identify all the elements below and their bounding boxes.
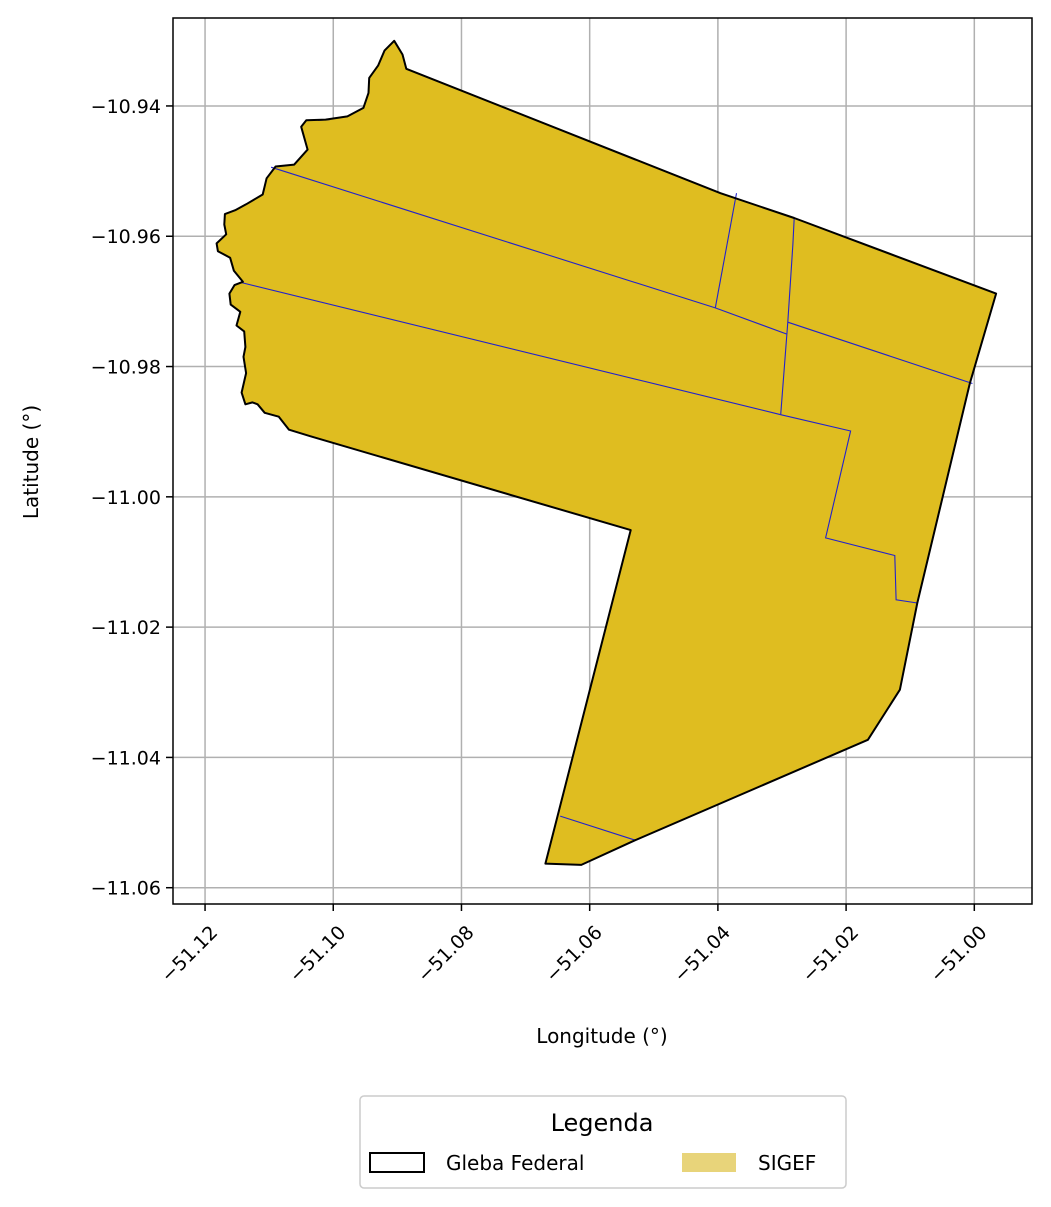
legend: Legenda Gleba Federal SIGEF — [359, 1095, 847, 1189]
gleba-federal-outline — [215, 39, 998, 866]
y-tick-label-2: −10.98 — [91, 357, 161, 379]
y-tick-label-6: −11.06 — [91, 878, 161, 900]
gleba-layer — [215, 39, 998, 866]
y-tick-label-5: −11.04 — [91, 747, 161, 769]
sigef-layer — [216, 40, 997, 865]
legend-swatch-gleba-federal — [369, 1152, 425, 1173]
x-tick-label-1: −51.10 — [285, 922, 350, 987]
x-tick-label-0: −51.12 — [157, 922, 222, 987]
sigef-area — [216, 40, 997, 865]
x-tick-label-6: −51.00 — [926, 922, 991, 987]
legend-label-gleba-federal: Gleba Federal — [446, 1151, 584, 1175]
legend-label-sigef: SIGEF — [758, 1151, 816, 1175]
legend-title: Legenda — [551, 1109, 654, 1137]
y-tick-label-4: −11.02 — [91, 617, 161, 639]
x-tick-label-3: −51.06 — [542, 922, 607, 987]
sigef-parcel-line-5 — [780, 414, 918, 604]
y-tick-label-0: −10.94 — [91, 96, 161, 118]
legend-swatch-sigef — [682, 1153, 736, 1172]
x-axis-label: Longitude (°) — [536, 1024, 667, 1048]
sigef-parcel-line-3 — [780, 217, 795, 415]
sigef-parcel-line-4 — [787, 321, 973, 385]
y-tick-label-1: −10.96 — [91, 226, 161, 248]
y-tick-label-3: −11.00 — [91, 487, 161, 509]
x-tick-label-5: −51.02 — [798, 922, 863, 987]
plot-frame — [172, 17, 1033, 905]
x-tick-label-2: −51.08 — [413, 922, 478, 987]
y-axis-label: Latitude (°) — [19, 405, 43, 519]
x-tick-label-4: −51.04 — [670, 922, 735, 987]
sigef-parcel-line-2 — [714, 193, 738, 308]
sigef-parcel-line-1 — [240, 281, 781, 416]
sigef-parcel-line-6 — [560, 815, 636, 841]
